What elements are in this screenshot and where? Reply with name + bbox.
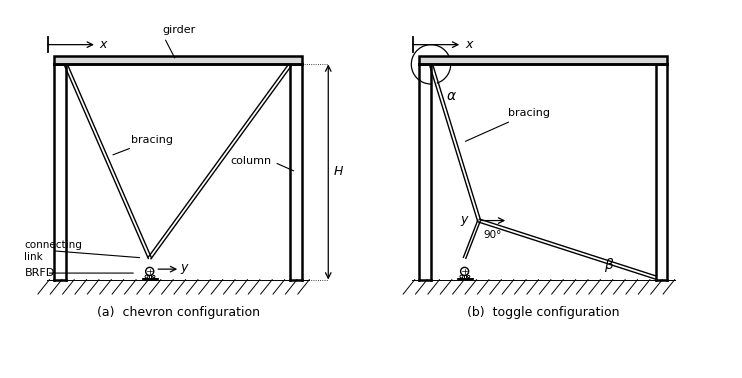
Text: $x$: $x$ [464,38,474,51]
Text: $y$: $y$ [460,214,470,228]
Bar [419,56,667,64]
Text: $H$: $H$ [333,166,344,178]
Bar [458,279,471,280]
Text: bracing: bracing [113,135,174,155]
Circle shape [460,275,463,278]
Text: $\alpha$: $\alpha$ [446,89,457,103]
Text: 90°: 90° [483,230,502,240]
Circle shape [153,276,155,278]
Bar [142,277,157,279]
Text: girder: girder [162,25,196,58]
Text: (b)  toggle configuration: (b) toggle configuration [467,306,620,319]
Bar [464,274,466,277]
Bar [54,56,302,64]
Bar [143,279,157,280]
Text: bracing: bracing [465,108,550,141]
Text: $x$: $x$ [99,38,109,51]
Text: column: column [231,156,294,171]
Circle shape [461,267,469,276]
Bar [456,277,473,279]
Circle shape [145,275,148,278]
Text: connecting
link: connecting link [24,240,82,262]
Text: $\beta$: $\beta$ [604,256,614,274]
Bar [148,274,151,277]
Circle shape [145,267,154,276]
Text: $y$: $y$ [180,262,190,276]
Text: BRFD: BRFD [24,268,55,278]
Circle shape [467,276,470,278]
Text: (a)  chevron configuration: (a) chevron configuration [96,306,260,319]
